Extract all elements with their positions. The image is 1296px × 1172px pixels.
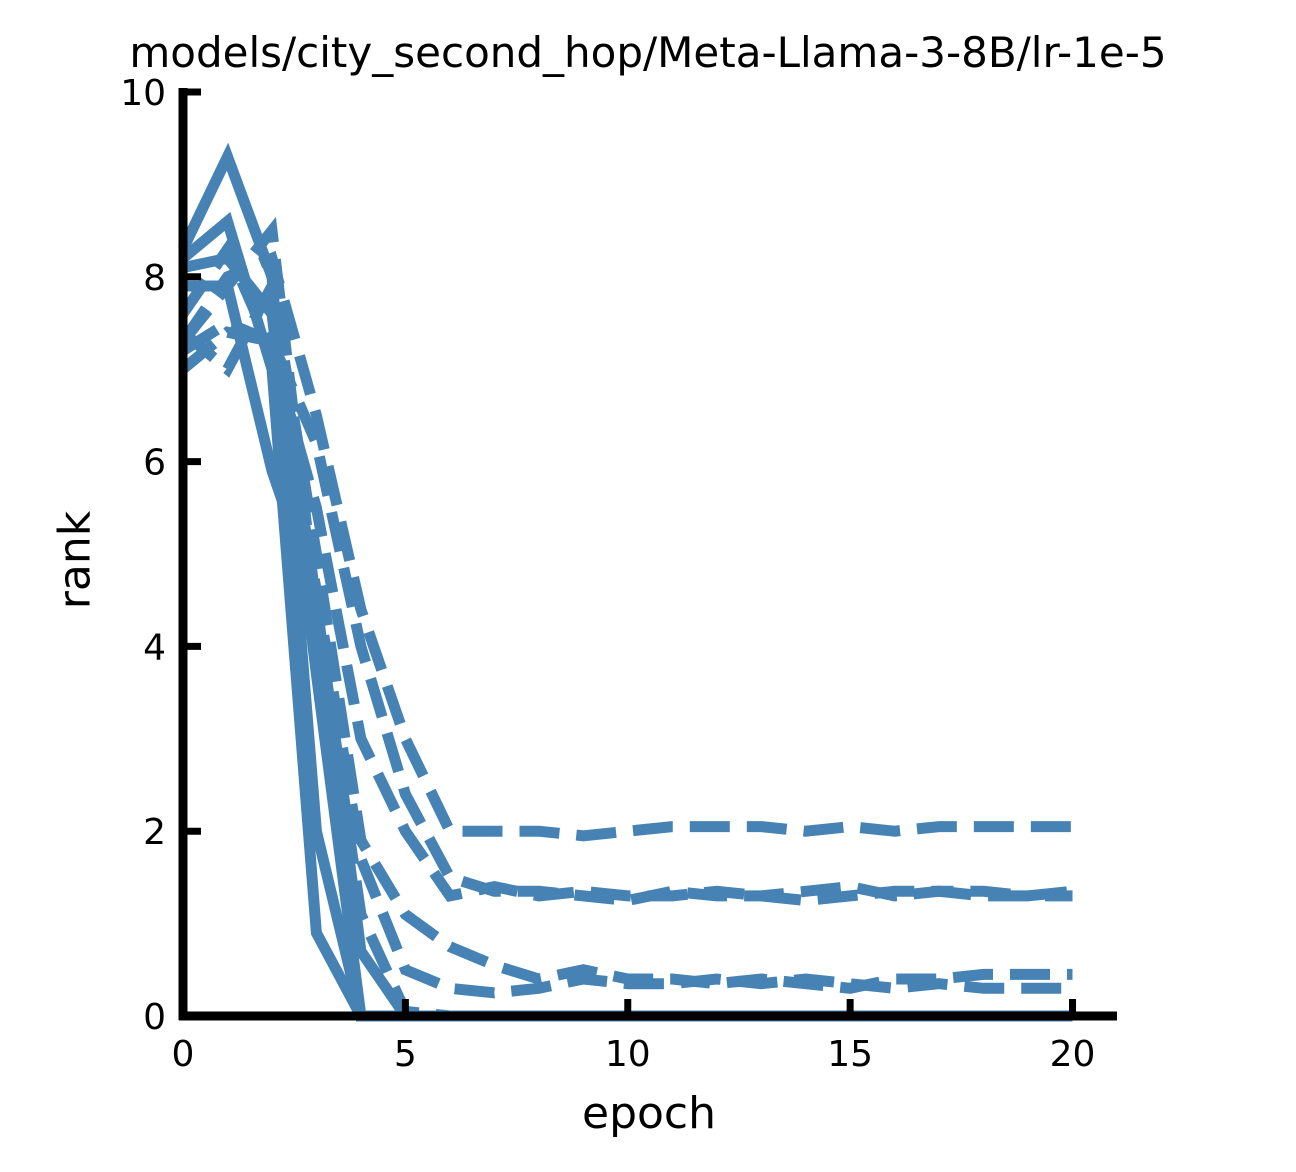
series-line-9-dashed xyxy=(179,326,1074,907)
x-tick-label-20: 20 xyxy=(1050,1034,1096,1075)
y-tick-label-4: 4 xyxy=(143,627,166,668)
x-tick-label-15: 15 xyxy=(827,1034,873,1075)
series-line-7-dashed xyxy=(179,269,1073,994)
y-tick-label-0: 0 xyxy=(143,997,166,1038)
series-layer xyxy=(178,142,1074,1022)
y-axis-label: rank xyxy=(49,510,101,610)
y-tick-label-8: 8 xyxy=(143,258,166,299)
y-tick-label-2: 2 xyxy=(143,812,166,853)
x-axis-label: epoch xyxy=(582,1088,716,1139)
x-tick-label-5: 5 xyxy=(394,1034,417,1075)
x-tick-label-10: 10 xyxy=(605,1034,651,1075)
y-tick-label-10: 10 xyxy=(120,73,166,114)
axes-layer: 0 5 10 15 20 0 2 4 6 8 10 xyxy=(120,73,1117,1075)
y-tick-label-6: 6 xyxy=(143,443,166,484)
x-tick-label-0: 0 xyxy=(172,1034,195,1075)
chart-title: models/city_second_hop/Meta-Llama-3-8B/l… xyxy=(129,28,1167,77)
series-line-8-dashed xyxy=(178,237,1073,907)
series-line-10-dashed xyxy=(178,250,1073,842)
